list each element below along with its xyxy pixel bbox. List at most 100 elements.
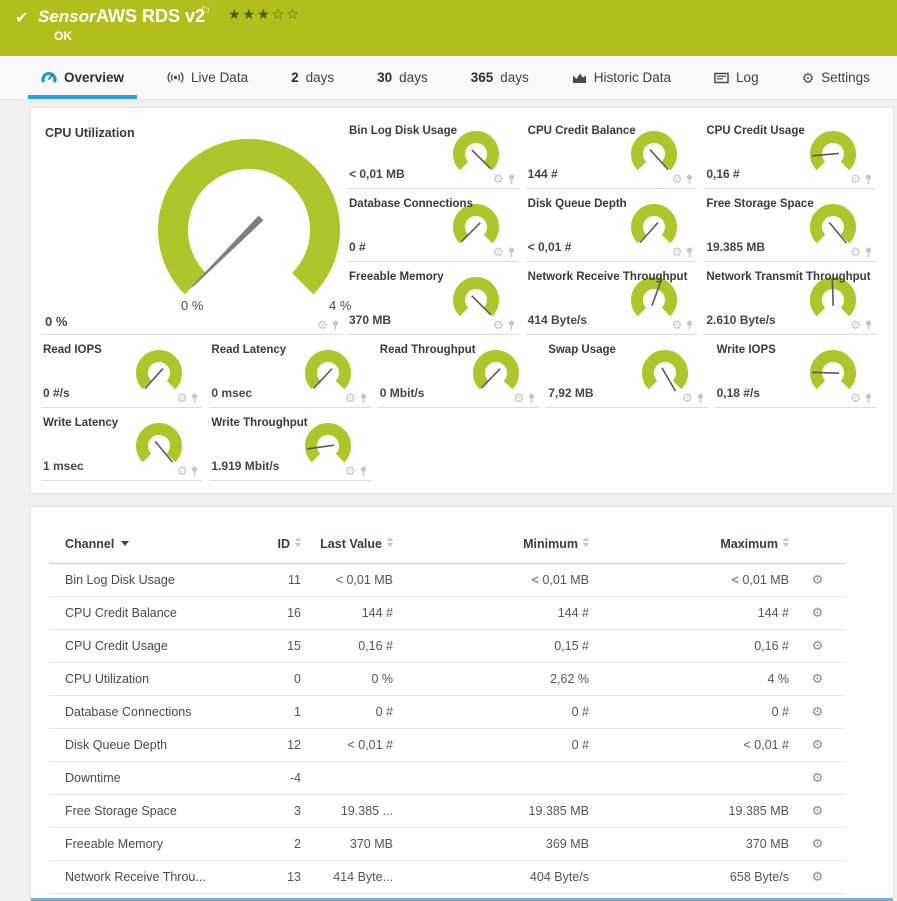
gauge-tile-write-iops[interactable]: Write IOPS 0,18 #/s ⚙ <box>714 335 876 408</box>
cell-min: 19.385 MB <box>528 804 589 819</box>
channel-settings-gear-icon[interactable]: ⚙ <box>345 464 356 478</box>
channel-settings-gear-icon[interactable]: ⚙ <box>671 245 683 259</box>
channel-settings-gear-icon[interactable]: ⚙ <box>513 391 525 405</box>
gauges-top-row: CPU Utilization 0 % 4 % 0 % ⚙ Bin Log Di… <box>41 116 883 335</box>
priority-stars[interactable]: ★★★☆☆ <box>228 6 301 22</box>
tab-label: days <box>305 70 335 85</box>
pin-icon[interactable] <box>685 174 694 185</box>
cell-last: 0 % <box>371 672 393 687</box>
gauge-tile-cpu-credit-balance[interactable]: CPU Credit Balance 144 # ⚙ <box>525 116 698 189</box>
channel-settings-gear-icon[interactable]: ⚙ <box>492 245 504 259</box>
channel-settings-gear-icon[interactable]: ⚙ <box>811 737 824 753</box>
gauge-tile-free-storage-space[interactable]: Free Storage Space 19.385 MB ⚙ <box>704 189 876 262</box>
channel-settings-gear-icon[interactable]: ⚙ <box>811 638 824 654</box>
column-header-maximum[interactable]: Maximum <box>589 525 789 564</box>
pin-icon[interactable] <box>864 247 873 258</box>
column-header-id[interactable]: ID <box>229 525 301 564</box>
pin-icon[interactable] <box>507 174 516 185</box>
pin-icon[interactable] <box>864 174 873 185</box>
table-row-freeable-memory[interactable]: Freeable Memory 2 370 MB 369 MB 370 MB ⚙ <box>49 828 846 861</box>
channel-settings-gear-icon[interactable]: ⚙ <box>811 770 824 786</box>
cell-last <box>301 762 393 795</box>
tab-log[interactable]: Log <box>701 56 772 99</box>
table-row-cpu-credit-balance[interactable]: CPU Credit Balance 16 144 # 144 # 144 # ⚙ <box>49 597 846 630</box>
pin-icon[interactable] <box>190 393 199 404</box>
tab-overview[interactable]: Overview <box>28 56 138 99</box>
column-header-channel[interactable]: Channel <box>49 525 229 564</box>
channel-settings-gear-icon[interactable]: ⚙ <box>811 572 824 588</box>
gauge-tile-swap-usage[interactable]: Swap Usage 7,92 MB ⚙ <box>546 335 708 408</box>
tab-historic-data[interactable]: Historic Data <box>559 56 684 99</box>
channel-settings-gear-icon[interactable]: ⚙ <box>811 704 824 720</box>
pin-icon[interactable] <box>359 466 368 477</box>
channel-settings-gear-icon[interactable]: ⚙ <box>492 172 504 186</box>
gauge-tile-network-transmit-throughput[interactable]: Network Transmit Throughput 2.610 Byte/s ⚙ <box>704 262 876 335</box>
gauge-tile-cpu-utilization-main[interactable]: CPU Utilization 0 % 4 % 0 % ⚙ <box>41 116 351 335</box>
pin-icon[interactable] <box>864 320 873 331</box>
table-row-downtime[interactable]: Downtime -4 ⚙ <box>49 762 846 795</box>
cell-actions: ⚙ <box>789 663 846 696</box>
cell-max: 19.385 MB <box>728 804 789 819</box>
channel-settings-gear-icon[interactable]: ⚙ <box>811 836 824 852</box>
gauge-title: Write Throughput <box>211 417 308 429</box>
gauge-tile-read-throughput[interactable]: Read Throughput 0 Mbit/s ⚙ <box>377 335 540 408</box>
channel-settings-gear-icon[interactable]: ⚙ <box>671 172 683 186</box>
pin-icon[interactable] <box>685 320 694 331</box>
channel-settings-gear-icon[interactable]: ⚙ <box>811 605 824 621</box>
pin-icon[interactable] <box>507 247 516 258</box>
gauge-tile-network-receive-throughput[interactable]: Network Receive Throughput 414 Byte/s ⚙ <box>525 262 698 335</box>
table-row-disk-queue-depth[interactable]: Disk Queue Depth 12 < 0,01 # 0 # < 0,01 # ⚙ <box>49 729 846 762</box>
channel-settings-gear-icon[interactable]: ⚙ <box>681 391 693 405</box>
channel-settings-gear-icon[interactable]: ⚙ <box>811 803 824 819</box>
pin-icon[interactable] <box>331 320 340 331</box>
channel-settings-gear-icon[interactable]: ⚙ <box>176 464 188 478</box>
table-row-database-connections[interactable]: Database Connections 1 0 # 0 # 0 # ⚙ <box>49 696 846 729</box>
gauge-tile-write-latency[interactable]: Write Latency 1 msec ⚙ <box>41 408 203 481</box>
gauge-title: Bin Log Disk Usage <box>349 125 457 137</box>
channel-settings-gear-icon[interactable]: ⚙ <box>671 318 683 332</box>
pin-icon[interactable] <box>359 393 368 404</box>
gauge-tile-freeable-memory[interactable]: Freeable Memory 370 MB ⚙ <box>347 262 519 335</box>
channel-settings-gear-icon[interactable]: ⚙ <box>317 318 328 332</box>
gauge-tile-database-connections[interactable]: Database Connections 0 # ⚙ <box>347 189 519 262</box>
table-row-bin-log-disk-usage[interactable]: Bin Log Disk Usage 11 < 0,01 MB < 0,01 MB < … <box>49 564 846 597</box>
channel-settings-gear-icon[interactable]: ⚙ <box>345 391 356 405</box>
channel-settings-gear-icon[interactable]: ⚙ <box>850 318 861 332</box>
channel-settings-gear-icon[interactable]: ⚙ <box>811 671 824 687</box>
table-row-free-storage-space[interactable]: Free Storage Space 3 19.385 ... 19.385 MB 19… <box>49 795 846 828</box>
gauge-tile-read-latency[interactable]: Read Latency 0 msec ⚙ <box>209 335 371 408</box>
cell-min <box>393 762 589 795</box>
gauge-tile-read-iops[interactable]: Read IOPS 0 #/s ⚙ <box>41 335 203 408</box>
tab-2-days[interactable]: 2 days <box>278 56 347 99</box>
pin-icon[interactable] <box>507 320 516 331</box>
tab-365-days[interactable]: 365 days <box>458 56 542 99</box>
table-row-cpu-utilization[interactable]: CPU Utilization 0 0 % 2,62 % 4 % ⚙ <box>49 663 846 696</box>
gauge-tile-bin-log-disk-usage[interactable]: Bin Log Disk Usage < 0,01 MB ⚙ <box>347 116 519 189</box>
pin-icon[interactable] <box>190 466 199 477</box>
channel-settings-gear-icon[interactable]: ⚙ <box>176 391 188 405</box>
flag-icon[interactable]: ⚐ <box>200 4 211 18</box>
channel-settings-gear-icon[interactable]: ⚙ <box>850 391 861 405</box>
gauges-panel: CPU Utilization 0 % 4 % 0 % ⚙ Bin Log Di… <box>30 107 894 494</box>
tab-settings[interactable]: ⚙ Settings <box>789 56 883 99</box>
channel-settings-gear-icon[interactable]: ⚙ <box>850 172 861 186</box>
column-header-minimum[interactable]: Minimum <box>393 525 589 564</box>
pin-icon[interactable] <box>685 247 694 258</box>
channel-settings-gear-icon[interactable]: ⚙ <box>811 869 824 885</box>
table-row-network-receive-throu[interactable]: Network Receive Throu... 13 414 Byte... 404… <box>49 861 846 894</box>
gauge-tile-disk-queue-depth[interactable]: Disk Queue Depth < 0,01 # ⚙ <box>525 189 698 262</box>
tab-live-data[interactable]: Live Data <box>154 56 261 99</box>
channel-settings-gear-icon[interactable]: ⚙ <box>492 318 504 332</box>
pin-icon[interactable] <box>696 393 705 404</box>
pin-icon[interactable] <box>527 393 536 404</box>
cell-channel: Database Connections <box>65 705 192 720</box>
tab-30-days[interactable]: 30 days <box>364 56 441 99</box>
channel-settings-gear-icon[interactable]: ⚙ <box>850 245 861 259</box>
table-row-cpu-credit-usage[interactable]: CPU Credit Usage 15 0,16 # 0,15 # 0,16 # ⚙ <box>49 630 846 663</box>
gauge-tile-cpu-credit-usage[interactable]: CPU Credit Usage 0,16 # ⚙ <box>704 116 876 189</box>
gauge-tile-write-throughput[interactable]: Write Throughput 1.919 Mbit/s ⚙ <box>209 408 371 481</box>
pin-icon[interactable] <box>864 393 873 404</box>
column-header-last-value[interactable]: Last Value <box>301 525 393 564</box>
tile-icon-group: ⚙ <box>682 392 705 404</box>
gauge-arc <box>136 349 183 390</box>
